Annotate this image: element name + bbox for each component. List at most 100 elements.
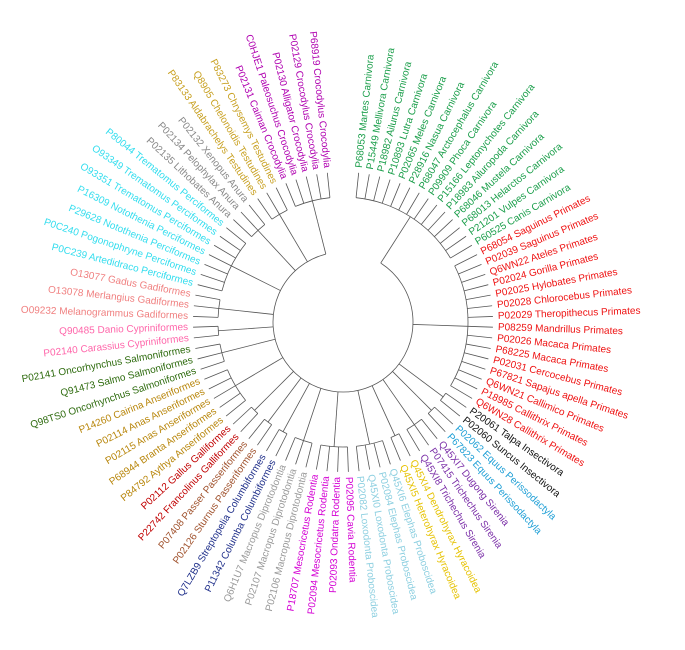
branch xyxy=(440,400,461,417)
branch xyxy=(219,343,225,362)
branch xyxy=(467,325,493,328)
branch xyxy=(412,324,431,326)
branch xyxy=(421,419,438,439)
branch xyxy=(317,388,322,399)
branch xyxy=(273,357,283,364)
branch xyxy=(356,440,383,447)
branch xyxy=(326,172,331,198)
branch xyxy=(461,360,486,370)
branch xyxy=(275,433,288,457)
branch xyxy=(257,338,276,345)
branch xyxy=(390,183,401,207)
branch xyxy=(266,429,280,452)
branch xyxy=(380,254,387,264)
branch xyxy=(419,379,444,398)
branch xyxy=(434,406,454,425)
branch xyxy=(450,385,473,399)
branch xyxy=(295,179,305,204)
branch xyxy=(233,219,252,237)
branch xyxy=(420,204,438,225)
branch xyxy=(257,198,273,220)
branch xyxy=(357,390,364,416)
branch xyxy=(226,227,247,244)
branch xyxy=(200,274,225,283)
branch xyxy=(381,179,391,204)
branch xyxy=(461,274,486,283)
branch xyxy=(195,294,221,301)
branch xyxy=(467,334,493,339)
branch xyxy=(303,397,319,441)
branch xyxy=(382,440,391,465)
branch xyxy=(285,437,296,461)
branch xyxy=(282,399,302,432)
branch xyxy=(317,221,327,255)
branch xyxy=(272,253,414,393)
branch xyxy=(300,383,310,400)
branch xyxy=(251,406,259,414)
branch xyxy=(295,440,304,465)
branch xyxy=(208,377,232,390)
branch xyxy=(221,243,247,292)
leaf-label: Q90485 Danio Cypriniformes xyxy=(59,322,188,337)
branch xyxy=(398,363,421,380)
branch xyxy=(293,239,308,262)
branch xyxy=(390,433,400,438)
branch xyxy=(200,360,225,370)
branch xyxy=(232,406,252,425)
branch xyxy=(337,446,339,472)
branch xyxy=(275,187,288,211)
branch xyxy=(467,316,493,318)
branch xyxy=(257,230,284,258)
branch xyxy=(427,413,446,432)
branch xyxy=(257,424,272,446)
branch xyxy=(398,187,411,211)
branch xyxy=(465,294,491,301)
branch xyxy=(197,352,222,360)
leaf-label: P02093 Ondatra Rodentia xyxy=(328,476,343,593)
branch xyxy=(247,326,274,330)
branch xyxy=(434,219,453,237)
branch xyxy=(251,224,266,237)
branch xyxy=(278,429,288,435)
branch xyxy=(364,444,371,470)
branch xyxy=(231,265,272,287)
branch xyxy=(219,392,241,408)
branch xyxy=(392,371,417,396)
branch xyxy=(305,443,313,468)
branch xyxy=(371,385,380,403)
branch xyxy=(225,400,246,417)
branch xyxy=(193,316,219,318)
branch xyxy=(427,406,435,414)
branch xyxy=(335,391,339,426)
branch xyxy=(266,192,280,215)
branch xyxy=(218,328,248,332)
branch xyxy=(430,324,468,327)
branch xyxy=(467,305,493,309)
branch xyxy=(379,401,396,436)
branch xyxy=(254,395,270,411)
branch xyxy=(269,371,294,396)
branch xyxy=(390,437,401,461)
branch xyxy=(240,413,259,432)
branch xyxy=(316,174,322,200)
branch xyxy=(235,362,275,387)
branch xyxy=(355,446,360,472)
branch xyxy=(355,172,360,198)
branch xyxy=(285,377,302,400)
branch xyxy=(217,326,220,336)
branch xyxy=(373,176,381,201)
branch xyxy=(218,308,240,312)
branch xyxy=(364,174,370,200)
branch xyxy=(208,254,232,267)
branch xyxy=(388,387,415,425)
branch xyxy=(267,398,286,423)
branch xyxy=(219,235,241,251)
branch xyxy=(193,334,219,339)
branch xyxy=(305,176,313,201)
branch xyxy=(464,352,489,360)
branch xyxy=(439,227,460,244)
branch xyxy=(406,192,420,215)
branch xyxy=(217,299,221,318)
branch xyxy=(193,305,219,309)
